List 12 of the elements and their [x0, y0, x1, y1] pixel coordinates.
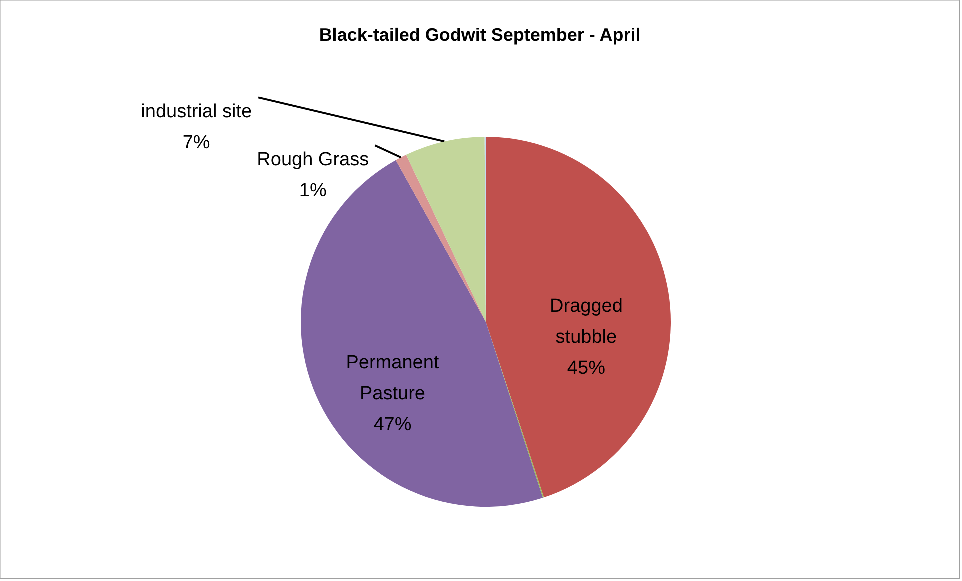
data-label: 7%: [182, 132, 210, 154]
data-label: 1%: [299, 180, 327, 202]
pie-slice: [486, 137, 671, 498]
slice-label: Rough Grass: [257, 150, 370, 171]
pie-slice: [396, 155, 486, 322]
data-label: 47%: [374, 414, 412, 436]
chart-title: Black-tailed Godwit September - April: [319, 25, 641, 45]
pie-slice: [406, 137, 486, 322]
slice-label: Permanent Pasture: [346, 352, 440, 405]
slice-label: industrial site: [141, 102, 252, 123]
data-label: 45%: [567, 358, 606, 379]
slice-label: Dragged stubble: [550, 296, 623, 348]
